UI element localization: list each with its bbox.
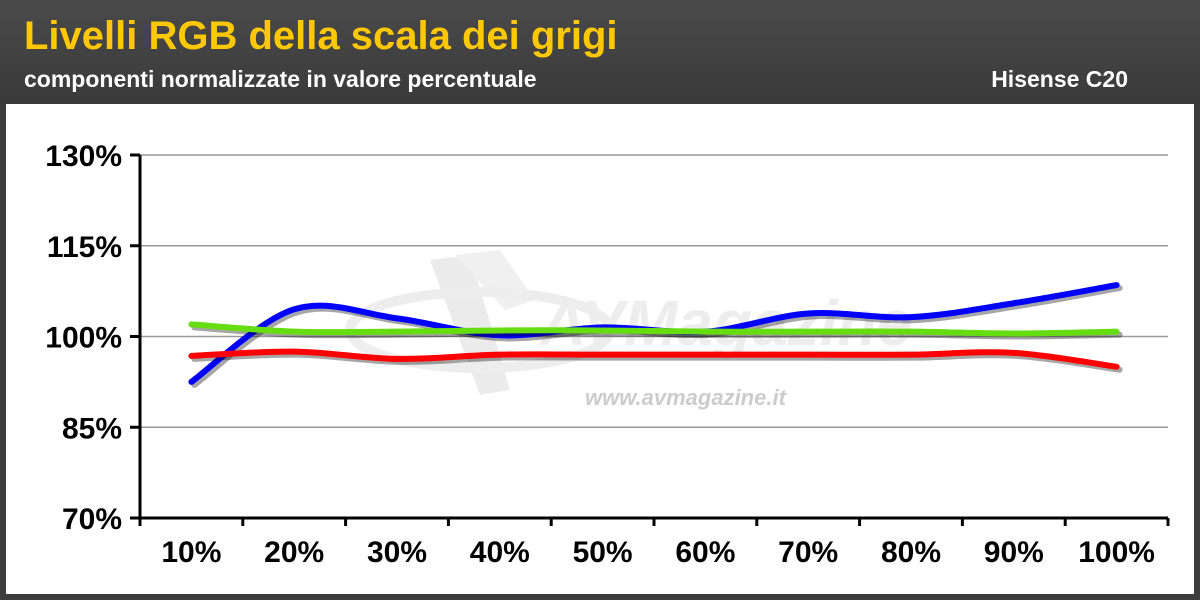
chart-title: Livelli RGB della scala dei grigi <box>24 14 618 58</box>
watermark-url: www.avmagazine.it <box>585 385 788 410</box>
x-tick-label: 20% <box>264 536 324 569</box>
watermark-logo: AVMagazine <box>345 250 912 395</box>
x-axis-ticks: 10% 20% 30% 40% 50% 60% 70% 80% 90% 100% <box>138 518 1170 569</box>
x-tick-label: 70% <box>778 536 838 569</box>
x-tick-label: 100% <box>1078 536 1155 569</box>
x-tick-label: 90% <box>984 536 1044 569</box>
x-tick-label: 60% <box>675 536 735 569</box>
watermark-brand: AVMagazine <box>538 287 912 359</box>
x-tick-label: 30% <box>367 536 427 569</box>
y-tick-label: 115% <box>47 231 122 264</box>
series-line-1 <box>188 321 1120 337</box>
chart-header: Livelli RGB della scala dei grigi compon… <box>0 0 1200 104</box>
y-axis-ticks: 70% 85% 100% 115% 130% <box>45 140 140 536</box>
x-tick-label: 10% <box>161 536 221 569</box>
y-tick-label: 100% <box>45 322 122 355</box>
y-tick-label: 130% <box>45 140 122 173</box>
y-tick-label: 70% <box>62 503 122 536</box>
device-model-label: Hisense C20 <box>991 66 1128 92</box>
series-lines <box>188 282 1123 388</box>
chart-frame <box>0 104 1200 600</box>
x-tick-label: 40% <box>470 536 530 569</box>
chart-subtitle: componenti normalizzate in valore percen… <box>24 66 537 92</box>
y-tick-label: 85% <box>62 412 122 445</box>
series-line-2 <box>188 348 1120 370</box>
x-tick-label: 80% <box>881 536 941 569</box>
x-tick-label: 50% <box>573 536 633 569</box>
grid-lines <box>140 154 1168 428</box>
